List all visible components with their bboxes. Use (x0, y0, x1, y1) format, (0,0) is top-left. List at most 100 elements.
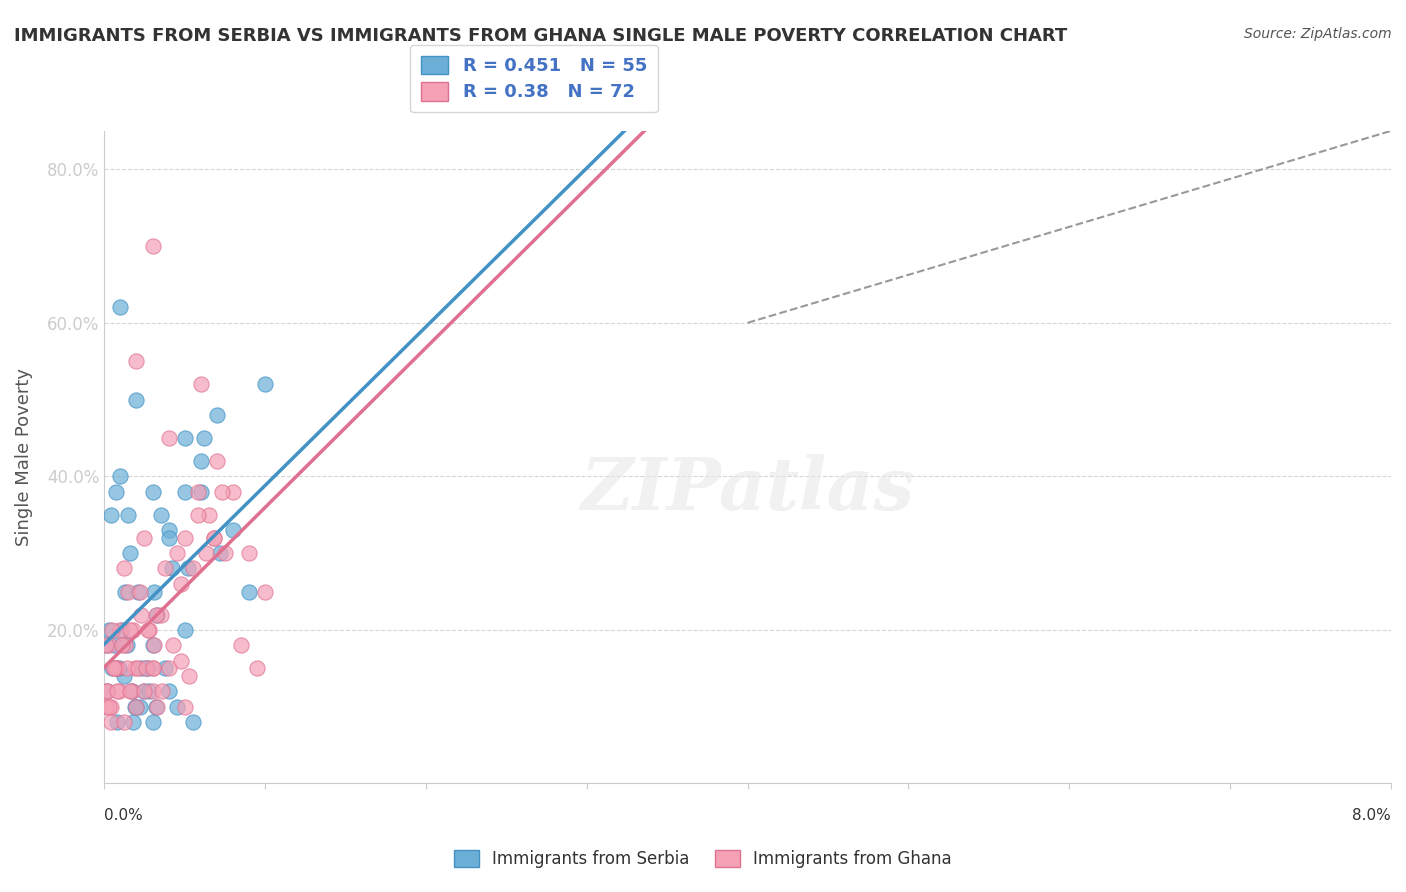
Point (238, 584, 260, 599)
Point (122, 714, 145, 729)
Point (127, 584, 149, 599)
Point (238, 546, 260, 560)
Point (135, 661, 157, 675)
Point (136, 661, 159, 675)
Point (186, 508, 208, 522)
Y-axis label: Single Male Poverty: Single Male Poverty (15, 368, 32, 546)
Text: 8.0%: 8.0% (1353, 808, 1391, 823)
Point (121, 684, 143, 698)
Point (141, 484, 163, 499)
Point (115, 638, 138, 652)
Text: IMMIGRANTS FROM SERBIA VS IMMIGRANTS FROM GHANA SINGLE MALE POVERTY CORRELATION : IMMIGRANTS FROM SERBIA VS IMMIGRANTS FRO… (14, 27, 1067, 45)
Point (124, 661, 146, 675)
Point (110, 623, 132, 637)
Point (138, 623, 160, 637)
Point (173, 531, 195, 545)
Point (198, 508, 221, 522)
Point (122, 623, 145, 637)
Point (145, 607, 167, 622)
Point (104, 661, 127, 675)
Text: Source: ZipAtlas.com: Source: ZipAtlas.com (1244, 27, 1392, 41)
Point (141, 239, 163, 253)
Point (94, 638, 117, 652)
Point (118, 546, 141, 560)
Point (179, 669, 201, 683)
Point (157, 523, 180, 537)
Point (173, 623, 195, 637)
Point (170, 654, 193, 668)
Point (103, 638, 125, 652)
Point (141, 638, 163, 652)
Point (110, 301, 132, 315)
Point (177, 561, 200, 575)
Point (129, 661, 152, 675)
Point (105, 714, 128, 729)
Point (160, 561, 183, 575)
Point (111, 638, 134, 652)
Point (222, 523, 245, 537)
Point (141, 661, 163, 675)
Point (105, 684, 128, 698)
Point (214, 546, 236, 560)
Point (211, 484, 233, 499)
Point (105, 661, 128, 675)
Point (205, 454, 228, 468)
Point (173, 431, 195, 445)
Point (94, 638, 117, 652)
Point (145, 699, 167, 714)
Point (186, 484, 208, 499)
Point (190, 377, 212, 392)
Point (101, 661, 124, 675)
Point (209, 546, 232, 560)
Point (173, 484, 195, 499)
Point (254, 377, 277, 392)
Point (222, 484, 245, 499)
Point (118, 623, 141, 637)
Point (127, 661, 149, 675)
Point (125, 392, 148, 407)
Point (157, 684, 180, 698)
Point (157, 431, 180, 445)
Point (110, 469, 132, 483)
Point (202, 531, 225, 545)
Point (143, 638, 166, 652)
Point (190, 484, 212, 499)
Point (162, 638, 184, 652)
Point (98, 699, 121, 714)
Point (141, 714, 163, 729)
Point (114, 638, 136, 652)
Point (125, 699, 148, 714)
Point (173, 699, 195, 714)
Point (107, 661, 129, 675)
Point (112, 669, 135, 683)
Legend: Immigrants from Serbia, Immigrants from Ghana: Immigrants from Serbia, Immigrants from … (447, 843, 959, 875)
Point (157, 661, 180, 675)
Point (118, 684, 141, 698)
Point (100, 508, 122, 522)
Point (117, 508, 139, 522)
Point (112, 561, 135, 575)
Point (254, 584, 277, 599)
Text: 0.0%: 0.0% (104, 808, 143, 823)
Point (114, 584, 136, 599)
Point (193, 431, 215, 445)
Point (170, 577, 193, 591)
Point (136, 623, 159, 637)
Text: ZIPatlas: ZIPatlas (581, 454, 915, 525)
Point (135, 661, 157, 675)
Point (98, 638, 121, 652)
Point (194, 546, 217, 560)
Point (149, 508, 172, 522)
Point (107, 684, 129, 698)
Point (96, 684, 118, 698)
Point (155, 661, 177, 675)
Point (111, 623, 134, 637)
Point (101, 623, 124, 637)
Point (205, 408, 228, 422)
Point (112, 714, 135, 729)
Point (98, 623, 121, 637)
Point (96, 684, 118, 698)
Legend: R = 0.451   N = 55, R = 0.38   N = 72: R = 0.451 N = 55, R = 0.38 N = 72 (411, 45, 658, 112)
Point (146, 607, 169, 622)
Point (104, 484, 127, 499)
